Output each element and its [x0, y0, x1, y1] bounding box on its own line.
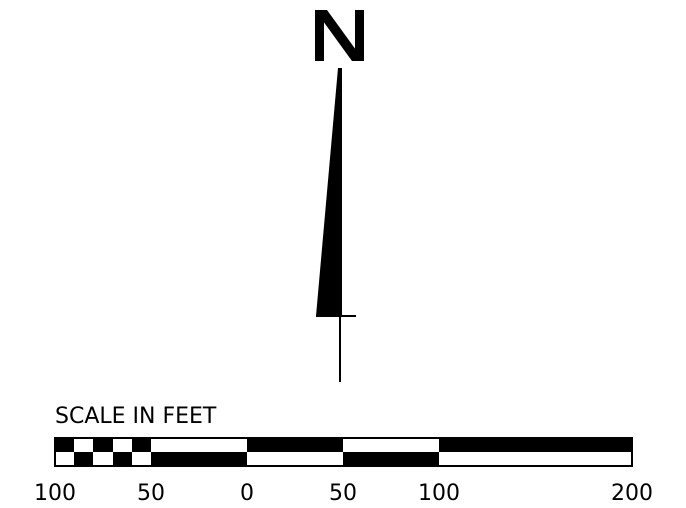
scale-seg-d-top [113, 438, 132, 452]
north-letter-glyph [315, 10, 364, 61]
north-letter-diagonal-stroke [315, 10, 364, 61]
scale-seg-h-bottom [343, 452, 439, 466]
scale-seg-f-top [151, 438, 247, 452]
north-arrow [315, 10, 364, 382]
scale-seg-h-top [343, 438, 439, 452]
scale-bar-outline [54, 437, 633, 467]
scale-seg-g-bottom [247, 452, 343, 466]
scale-bar [54, 437, 633, 467]
north-letter-right-stroke [355, 10, 364, 61]
scale-seg-a-top [55, 438, 74, 452]
scale-seg-e-bottom [132, 452, 151, 466]
scale-seg-b-bottom [74, 452, 93, 466]
scale-tick-label-50-left: 50 [137, 481, 165, 506]
scale-seg-c-bottom [93, 452, 113, 466]
scale-seg-e-top [132, 438, 151, 452]
scale-tick-label-50-right: 50 [329, 481, 357, 506]
north-letter-left-stroke [315, 10, 324, 61]
scale-seg-i-top [439, 438, 632, 452]
scale-tick-label-100-left: 100 [34, 481, 76, 506]
scale-tick-label-200: 200 [611, 481, 653, 506]
scale-seg-c-top [93, 438, 113, 452]
scale-tick-label-100-right: 100 [418, 481, 460, 506]
scale-seg-d-bottom [113, 452, 132, 466]
scale-seg-f-bottom [151, 452, 247, 466]
scale-seg-b-top [74, 438, 93, 452]
scale-seg-g-top [247, 438, 343, 452]
scale-title: SCALE IN FEET [55, 404, 217, 429]
scale-seg-a-bottom [55, 452, 74, 466]
north-arrow-blade [316, 68, 342, 316]
scale-tick-label-0: 0 [240, 481, 254, 506]
scale-seg-i-bottom [439, 452, 632, 466]
